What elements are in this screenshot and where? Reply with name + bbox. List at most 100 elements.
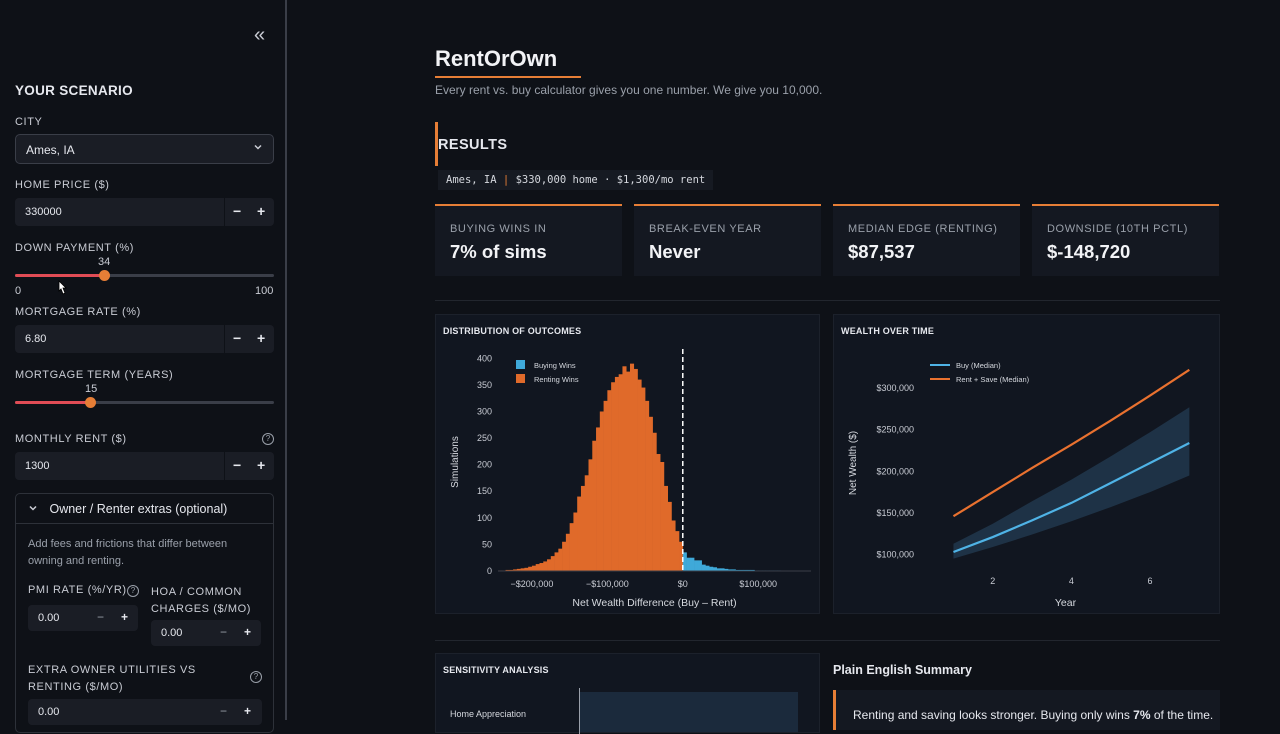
metric-card-downside: DOWNSIDE (10TH PCTL) $-148,720 xyxy=(1032,204,1219,276)
histogram-bar-renting xyxy=(645,400,650,571)
histogram-bar-buying xyxy=(686,557,691,571)
histogram-bar-renting xyxy=(588,459,593,571)
histogram-bar-buying xyxy=(731,569,736,571)
metric-card-break-even: BREAK-EVEN YEAR Never xyxy=(634,204,821,276)
mortgage-rate-decrement-button[interactable]: − xyxy=(233,330,242,346)
home-price-decrement-button[interactable]: − xyxy=(233,203,242,219)
mortgage-term-slider[interactable]: 15 xyxy=(15,383,274,408)
summary-text: Renting and saving looks stronger. Buyin… xyxy=(853,708,1213,722)
y-tick-label: $300,000 xyxy=(876,383,914,393)
section-divider xyxy=(435,300,1220,301)
mortgage-rate-input[interactable]: 6.80 − + xyxy=(15,325,274,353)
app-title: RentOrOwn xyxy=(435,46,558,71)
legend-label: Rent + Save (Median) xyxy=(956,375,1030,384)
summary-text-after: of the time. xyxy=(1150,708,1214,722)
histogram-bar-buying xyxy=(682,552,687,571)
hoa-increment-button[interactable]: + xyxy=(244,625,252,639)
metric-card-buying-wins: BUYING WINS IN 7% of sims xyxy=(435,204,622,276)
divider xyxy=(224,452,225,480)
y-tick-label: 150 xyxy=(477,486,492,496)
help-icon[interactable]: ? xyxy=(262,433,274,445)
extras-note: Add fees and frictions that differ betwe… xyxy=(28,538,228,567)
histogram-bar-buying xyxy=(743,569,748,571)
hoa-input[interactable]: 0.00 − + xyxy=(151,620,261,646)
divider xyxy=(224,198,225,226)
home-price-value[interactable]: 330000 xyxy=(25,206,62,218)
slider-handle[interactable] xyxy=(99,270,110,281)
histogram-bar-buying xyxy=(716,568,721,571)
help-icon[interactable]: ? xyxy=(127,585,139,597)
histogram-bar-renting xyxy=(577,496,582,571)
metric-label: DOWNSIDE (10TH PCTL) xyxy=(1047,223,1188,235)
histogram-bar-renting xyxy=(569,523,574,571)
x-tick-label: 4 xyxy=(1069,576,1074,586)
x-tick-label: −$100,000 xyxy=(586,579,629,589)
histogram-bar-renting xyxy=(603,400,608,571)
down-payment-label: DOWN PAYMENT (%) xyxy=(15,242,134,254)
histogram-bar-renting xyxy=(633,368,638,571)
pmi-rate-value[interactable]: 0.00 xyxy=(38,612,60,624)
monthly-rent-decrement-button[interactable]: − xyxy=(233,457,242,473)
home-price-label: HOME PRICE ($) xyxy=(15,179,110,191)
x-axis-label: Year xyxy=(1055,597,1077,609)
pmi-rate-increment-button[interactable]: + xyxy=(121,610,129,624)
histogram-bar-renting xyxy=(592,440,597,571)
hoa-decrement-button[interactable]: − xyxy=(220,625,228,639)
pmi-rate-input[interactable]: 0.00 − + xyxy=(28,605,138,631)
x-tick-label: −$200,000 xyxy=(511,579,554,589)
down-payment-slider[interactable]: 34 xyxy=(15,256,274,281)
scenario-city: Ames, IA xyxy=(446,174,497,186)
histogram-bar-renting xyxy=(513,569,518,571)
histogram-bar-renting xyxy=(679,541,684,571)
histogram-bar-renting xyxy=(554,552,559,571)
utilities-value[interactable]: 0.00 xyxy=(38,706,60,718)
histogram-bar-renting xyxy=(550,556,555,571)
y-tick-label: 50 xyxy=(482,539,492,549)
y-tick-label: 200 xyxy=(477,460,492,470)
metric-card-median-edge: MEDIAN EDGE (RENTING) $87,537 xyxy=(833,204,1020,276)
main-content: RentOrOwn Every rent vs. buy calculator … xyxy=(435,0,1220,734)
pmi-rate-decrement-button[interactable]: − xyxy=(97,610,105,624)
histogram-bar-renting xyxy=(671,520,676,571)
collapse-sidebar-icon[interactable]: « xyxy=(254,24,266,46)
sensitivity-bar xyxy=(580,692,798,732)
city-select[interactable]: Ames, IA xyxy=(15,134,274,164)
x-tick-label: 2 xyxy=(990,576,995,586)
mortgage-rate-increment-button[interactable]: + xyxy=(257,330,266,346)
utilities-input[interactable]: 0.00 − + xyxy=(28,699,262,725)
help-icon[interactable]: ? xyxy=(250,671,262,683)
histogram-bar-renting xyxy=(629,363,635,571)
histogram-bar-buying xyxy=(712,567,718,571)
hoa-value[interactable]: 0.00 xyxy=(161,627,183,639)
y-tick-label: $250,000 xyxy=(876,425,914,435)
mortgage-rate-value[interactable]: 6.80 xyxy=(25,333,47,345)
mortgage-term-label: MORTGAGE TERM (YEARS) xyxy=(15,369,174,381)
metric-value: $-148,720 xyxy=(1047,241,1131,262)
scenario-details: $330,000 home · $1,300/mo rent xyxy=(515,174,706,186)
monthly-rent-value[interactable]: 1300 xyxy=(25,460,50,472)
histogram-bar-renting xyxy=(618,374,623,571)
mortgage-term-value: 15 xyxy=(85,383,98,395)
x-tick-label: 6 xyxy=(1148,576,1153,586)
section-divider xyxy=(435,640,1220,641)
y-tick-label: 0 xyxy=(487,566,492,576)
utilities-decrement-button[interactable]: − xyxy=(220,704,228,718)
monthly-rent-input[interactable]: 1300 − + xyxy=(15,452,274,480)
histogram-bar-renting xyxy=(539,563,544,571)
hoa-label: HOA / COMMON CHARGES ($/MO) xyxy=(151,586,252,615)
slider-handle[interactable] xyxy=(85,397,96,408)
utilities-increment-button[interactable]: + xyxy=(244,704,252,718)
chevron-down-icon xyxy=(28,502,46,516)
metric-value: 7% of sims xyxy=(450,241,547,262)
title-underline xyxy=(435,76,581,78)
histogram-bar-renting xyxy=(656,454,661,571)
home-price-input[interactable]: 330000 − + xyxy=(15,198,274,226)
slider-fill xyxy=(15,274,103,277)
histogram-bar-buying xyxy=(750,569,755,571)
y-tick-label: 350 xyxy=(477,380,492,390)
histogram-bar-renting xyxy=(599,411,604,571)
home-price-increment-button[interactable]: + xyxy=(257,203,266,219)
extras-expander-label: Owner / Renter extras (optional) xyxy=(49,502,228,516)
monthly-rent-increment-button[interactable]: + xyxy=(257,457,266,473)
extras-expander-header[interactable]: Owner / Renter extras (optional) xyxy=(16,494,273,524)
